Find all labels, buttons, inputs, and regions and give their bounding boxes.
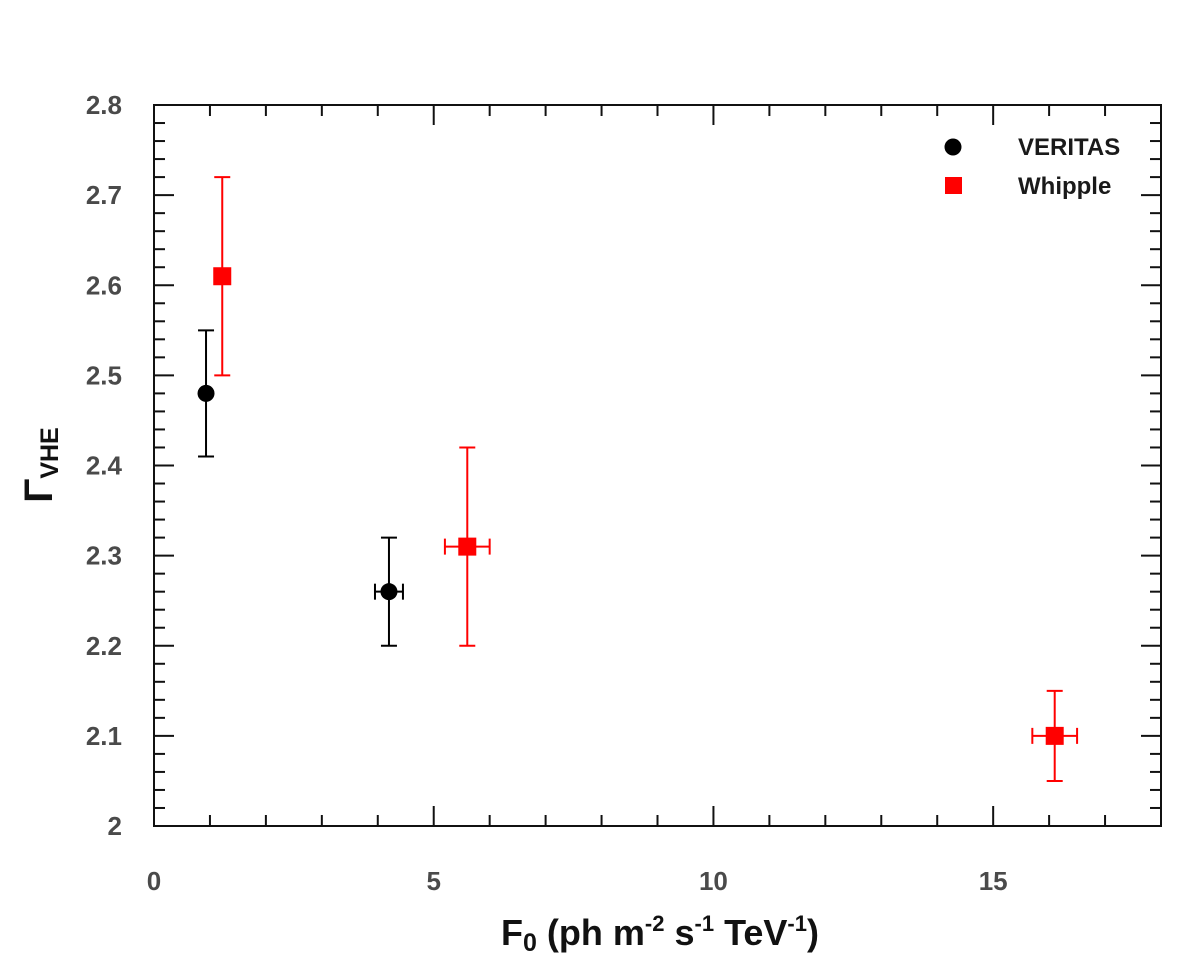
- y-tick-label: 2.1: [86, 721, 122, 751]
- legend-veritas-label: VERITAS: [1018, 134, 1120, 161]
- legend: VERITAS Whipple: [944, 134, 1120, 200]
- data-points: [197, 176, 1079, 782]
- y-tick-label: 2.8: [86, 90, 122, 120]
- x-tick-label: 0: [147, 866, 161, 896]
- x-axis-title: F0 (ph m-2 s-1 TeV-1): [501, 911, 819, 957]
- whipple-point: [458, 537, 477, 556]
- whipple-point: [213, 267, 232, 286]
- y-tick-label: 2.2: [86, 631, 122, 661]
- veritas-point: [380, 583, 398, 601]
- y-tick-label: 2: [108, 811, 122, 841]
- veritas-point: [197, 384, 215, 402]
- legend-whipple-marker: [945, 177, 962, 194]
- x-tick-label: 10: [699, 866, 728, 896]
- x-tick-label: 5: [426, 866, 440, 896]
- y-tick-label: 2.5: [86, 360, 122, 390]
- legend-veritas-marker: [944, 138, 962, 156]
- axis-ticks: [153, 104, 1162, 827]
- plot-frame: [153, 104, 1162, 827]
- y-tick-label: 2.4: [86, 451, 123, 481]
- x-tick-label: 15: [979, 866, 1008, 896]
- whipple-point: [1045, 726, 1064, 745]
- legend-whipple-label: Whipple: [1018, 173, 1111, 200]
- y-axis-title: ΓVHE: [17, 427, 64, 502]
- y-tick-label: 2.3: [86, 541, 122, 571]
- y-tick-label: 2.6: [86, 270, 122, 300]
- axis-tick-labels: 0 5 10 15 2 2.1 2.2 2.3 2.4 2.5 2.6 2.7 2.8: [86, 90, 1008, 896]
- y-tick-label: 2.7: [86, 180, 122, 210]
